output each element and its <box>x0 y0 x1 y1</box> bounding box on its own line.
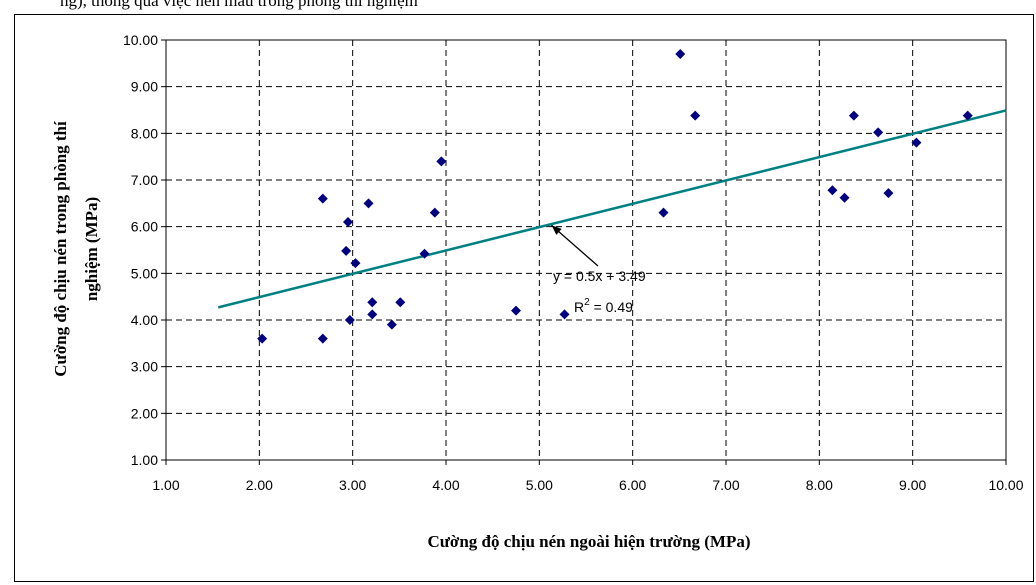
data-point <box>911 137 922 148</box>
x-tick-label: 3.00 <box>339 477 366 493</box>
data-point <box>559 309 570 320</box>
data-point <box>344 315 355 325</box>
data-point <box>883 188 894 199</box>
x-axis: 1.00 2.00 3.00 4.00 5.00 6.00 7.00 8.00 9.00 10.0… <box>152 460 1024 493</box>
data-point <box>839 192 850 203</box>
y-axis-title-line1: Cường độ chịu nén trong phòng thí <box>51 121 70 377</box>
trendline <box>217 109 1007 309</box>
x-axis-title: Cường độ chịu nén ngoài hiện trường (MPa… <box>427 532 750 551</box>
data-point <box>341 245 352 256</box>
data-point <box>386 319 397 330</box>
chart-frame <box>14 14 1034 582</box>
y-tick-label: 10.00 <box>123 32 158 48</box>
data-point <box>848 110 859 121</box>
r2-superscript: 2 <box>584 297 590 308</box>
y-tick-label: 3.00 <box>131 359 158 375</box>
data-point <box>317 333 328 344</box>
annotation-arrowhead <box>551 225 562 235</box>
header-text: ng), thông qua việc nén mẫu trong phòng … <box>60 0 418 10</box>
plot-area <box>165 39 1007 461</box>
data-point <box>363 198 374 209</box>
data-point <box>367 297 378 308</box>
data-point <box>257 333 268 344</box>
data-point <box>690 110 701 121</box>
r-squared: R2 = 0.49 <box>574 297 633 315</box>
x-tick-label: 10.00 <box>988 477 1023 493</box>
data-point <box>350 258 361 269</box>
data-point <box>429 207 440 218</box>
x-tick-label: 5.00 <box>526 477 553 493</box>
y-tick-label: 5.00 <box>131 265 158 281</box>
y-tick-label: 1.00 <box>131 452 158 468</box>
data-point <box>317 193 328 204</box>
y-tick-label: 8.00 <box>131 125 158 141</box>
y-tick-label: 6.00 <box>131 219 158 235</box>
data-point <box>343 217 353 227</box>
annotation-arrow <box>551 224 599 267</box>
x-tick-label: 7.00 <box>712 477 739 493</box>
data-point <box>511 305 521 316</box>
data-point <box>658 207 669 218</box>
data-points <box>257 49 973 344</box>
y-tick-label: 4.00 <box>131 312 158 328</box>
x-tick-label: 9.00 <box>899 477 926 493</box>
data-point <box>395 297 406 308</box>
data-point <box>827 185 838 196</box>
x-tick-label: 8.00 <box>806 477 833 493</box>
x-tick-label: 1.00 <box>152 477 179 493</box>
trend-equation: y = 0.5x + 3.49 <box>553 268 646 284</box>
data-point <box>436 156 447 167</box>
y-axis-title-line2: nghiệm (MPa) <box>82 197 101 301</box>
data-point <box>367 309 378 320</box>
grid <box>166 40 1006 460</box>
y-tick-label: 9.00 <box>131 79 158 95</box>
x-tick-label: 6.00 <box>619 477 646 493</box>
data-point <box>873 127 884 138</box>
equation-annotation: y = 0.5x + 3.49 R2 = 0.49 <box>551 224 646 315</box>
r2-prefix: R <box>574 299 584 315</box>
x-tick-label: 4.00 <box>432 477 459 493</box>
data-point <box>419 248 430 259</box>
x-tick-label: 2.00 <box>246 477 273 493</box>
data-point <box>675 49 686 59</box>
y-tick-label: 7.00 <box>131 172 158 188</box>
y-tick-label: 2.00 <box>131 405 158 421</box>
r2-value: = 0.49 <box>590 299 633 315</box>
page-header-fragment: ng), thông qua việc nén mẫu trong phòng … <box>0 0 1036 14</box>
y-axis: 1.00 2.00 3.00 4.00 5.00 6.00 7.00 8.00 9.00 10.0… <box>123 32 166 468</box>
data-point <box>962 110 973 121</box>
